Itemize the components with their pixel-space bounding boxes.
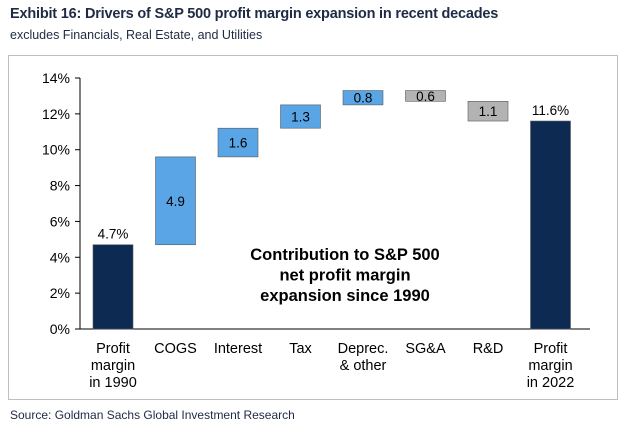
y-tick-label: 2% xyxy=(50,285,70,301)
bar xyxy=(530,120,571,330)
category-label: & other xyxy=(340,358,387,374)
category-label: SG&A xyxy=(405,341,446,357)
y-tick-label: 10% xyxy=(42,142,70,158)
bar xyxy=(467,101,509,122)
bar xyxy=(280,104,321,129)
bar xyxy=(217,127,259,158)
data-label: 4.7% xyxy=(98,227,129,242)
y-tick-label: 6% xyxy=(50,213,70,229)
bar xyxy=(155,156,196,246)
annotation-text: expansion since 1990 xyxy=(260,287,430,305)
data-label: 0.6 xyxy=(416,89,435,104)
y-tick-label: 4% xyxy=(50,249,70,265)
category-label: Profit xyxy=(96,341,130,357)
y-tick-label: 14% xyxy=(42,70,70,86)
category-label: margin xyxy=(528,358,572,374)
category-label: margin xyxy=(91,358,135,374)
category-label: in 1990 xyxy=(89,375,137,391)
data-label: 1.6 xyxy=(229,136,248,151)
chart-frame xyxy=(8,55,618,400)
category-label: Deprec. xyxy=(338,341,389,357)
category-label: in 2022 xyxy=(527,375,575,391)
data-label: 11.6% xyxy=(532,103,569,118)
source-note: Source: Goldman Sachs Global Investment … xyxy=(10,408,295,422)
chart-title: Exhibit 16: Drivers of S&P 500 profit ma… xyxy=(10,6,499,22)
data-label: 1.3 xyxy=(291,110,310,125)
y-tick-label: 0% xyxy=(50,321,70,337)
category-label: Tax xyxy=(289,341,312,357)
category-label: Interest xyxy=(214,341,262,357)
data-label: 1.1 xyxy=(479,104,498,119)
bar xyxy=(92,244,134,330)
data-label: 0.8 xyxy=(354,91,373,106)
category-label: COGS xyxy=(154,341,197,357)
data-label: 4.9 xyxy=(166,194,185,209)
category-label: Profit xyxy=(534,341,568,357)
annotation-text: net profit margin xyxy=(279,267,410,285)
chart-subtitle: excludes Financials, Real Estate, and Ut… xyxy=(10,28,263,42)
bar xyxy=(405,90,446,102)
y-tick-label: 12% xyxy=(42,106,70,122)
bar xyxy=(342,90,384,106)
category-label: R&D xyxy=(473,341,504,357)
y-tick-label: 8% xyxy=(50,178,70,194)
annotation-text: Contribution to S&P 500 xyxy=(250,246,439,264)
